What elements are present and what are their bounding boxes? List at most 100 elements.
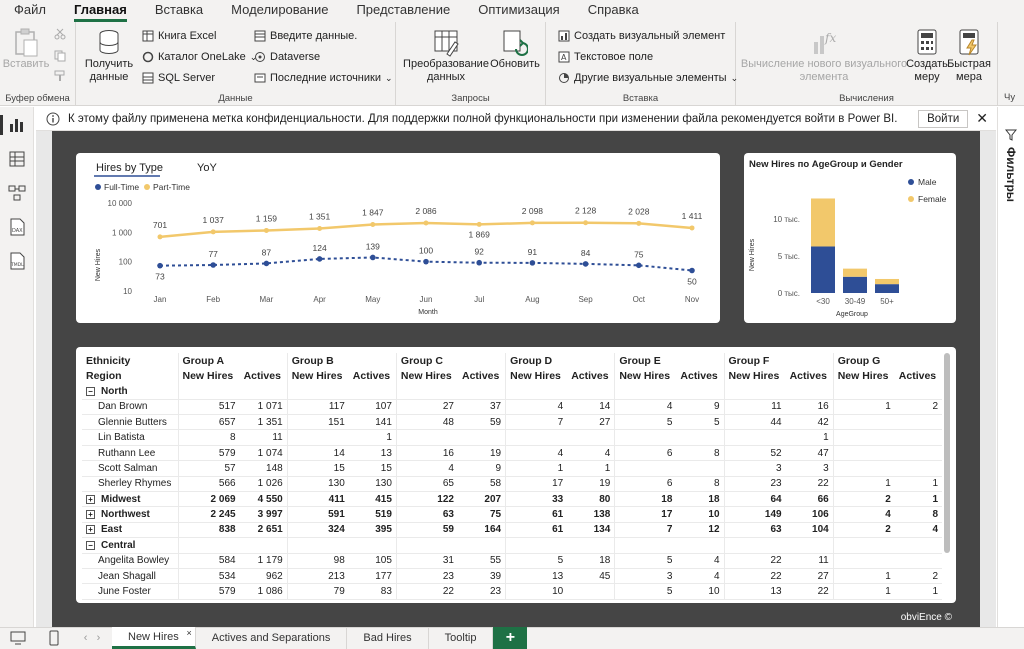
bar-female-segment[interactable] — [843, 268, 867, 277]
sql-server-button[interactable]: SQL Server — [142, 72, 215, 84]
measure-header[interactable]: New Hires — [723, 368, 786, 384]
excel-workbook-button[interactable]: Книга Excel — [142, 30, 216, 42]
menu-home[interactable]: Главная — [73, 0, 127, 22]
tab-yoy[interactable]: YoY — [197, 162, 217, 174]
bar-male-segment[interactable] — [875, 284, 899, 293]
part-time-point[interactable] — [317, 226, 323, 232]
bar-male-segment[interactable] — [811, 246, 835, 293]
menu-view[interactable]: Представление — [356, 2, 451, 17]
part-time-point[interactable] — [263, 227, 269, 233]
collapse-icon[interactable]: − — [86, 540, 95, 550]
group-header[interactable]: Group C — [395, 353, 506, 369]
report-view-button[interactable] — [0, 115, 27, 135]
menu-file[interactable]: Файл — [14, 2, 46, 17]
close-icon[interactable]: ✕ — [976, 110, 988, 126]
dax-query-view-button[interactable]: DAX — [7, 217, 27, 237]
full-time-point[interactable] — [370, 254, 376, 261]
ethnicity-header[interactable]: Ethnicity — [86, 354, 131, 367]
row-label[interactable]: − North — [82, 383, 178, 400]
part-time-point[interactable] — [689, 225, 695, 231]
desktop-layout-button[interactable] — [0, 627, 36, 649]
new-measure-button[interactable]: Создать меру — [906, 28, 948, 84]
tab-tooltip[interactable]: Tooltip — [429, 627, 494, 649]
full-time-point[interactable] — [263, 260, 270, 267]
measure-header[interactable]: New Hires — [286, 368, 349, 384]
add-page-button[interactable]: + — [493, 627, 528, 649]
new-visual-button[interactable]: Создать визуальный элемент — [558, 30, 725, 42]
group-header[interactable]: Group A — [177, 353, 288, 369]
measure-header[interactable]: New Hires — [395, 368, 458, 384]
paste-button[interactable]: Вставить — [3, 28, 49, 71]
chevron-left-icon[interactable]: ‹ — [83, 632, 88, 644]
more-visuals-button[interactable]: Другие визуальные элементы ⌄ — [558, 72, 738, 84]
tab-actives-and-separations[interactable]: Actives and Separations — [196, 627, 348, 649]
group-header[interactable]: Group B — [286, 353, 397, 369]
part-time-point[interactable] — [370, 222, 376, 228]
measure-header[interactable]: New Hires — [505, 368, 568, 384]
part-time-point[interactable] — [583, 220, 589, 226]
format-painter-button[interactable] — [54, 70, 66, 82]
filters-pane[interactable]: Фильтры — [997, 107, 1024, 627]
measure-header[interactable]: Actives — [898, 370, 937, 383]
model-view-button[interactable] — [7, 183, 27, 203]
collapse-icon[interactable]: − — [86, 386, 95, 396]
enter-data-button[interactable]: Введите данные. — [254, 30, 357, 42]
part-time-point[interactable] — [157, 234, 163, 240]
row-label[interactable]: + Midwest — [82, 491, 178, 508]
expand-icon[interactable]: + — [86, 525, 95, 535]
group-header[interactable]: Group F — [723, 353, 834, 369]
menu-insert[interactable]: Вставка — [154, 2, 204, 17]
tab-bad-hires[interactable]: Bad Hires — [347, 627, 429, 649]
part-time-point[interactable] — [210, 229, 216, 235]
menu-modeling[interactable]: Моделирование — [231, 2, 329, 17]
row-label[interactable]: + Northwest — [82, 506, 178, 523]
chevron-right-icon[interactable]: › — [96, 632, 101, 644]
full-time-point[interactable] — [316, 256, 323, 262]
new-visual-calculation-button[interactable]: fx Вычисление нового визуального элемент… — [740, 28, 908, 84]
table-view-button[interactable] — [7, 149, 27, 169]
onelake-catalog-button[interactable]: Каталог OneLake ⌄ — [142, 51, 257, 63]
refresh-button[interactable]: Обновить — [490, 28, 540, 71]
group-header[interactable]: Group E — [614, 353, 725, 369]
region-header[interactable]: Region — [86, 370, 122, 383]
expand-icon[interactable]: + — [86, 494, 95, 504]
age-gender-card[interactable]: New Hires по AgeGroup и Gender Male Fema… — [744, 153, 956, 323]
row-label[interactable]: − Central — [82, 537, 178, 554]
sign-in-button[interactable]: Войти — [918, 109, 969, 128]
full-time-point[interactable] — [157, 262, 163, 269]
tmdl-view-button[interactable]: TMDL — [7, 251, 27, 271]
text-box-button[interactable]: A Текстовое поле — [558, 51, 653, 63]
tab-hires-by-type[interactable]: Hires by Type — [96, 162, 163, 174]
group-header[interactable]: Group D — [505, 353, 615, 369]
bar-female-segment[interactable] — [811, 198, 835, 247]
full-time-point[interactable] — [689, 267, 695, 274]
measure-header[interactable]: Actives — [243, 370, 281, 383]
group-header[interactable]: Group G — [832, 353, 942, 369]
get-data-button[interactable]: Получить данные — [84, 28, 134, 84]
expand-icon[interactable]: + — [86, 509, 95, 519]
hires-by-type-card[interactable]: Hires by Type YoY Full-Time Part-Time Ne… — [76, 153, 720, 323]
matrix-scrollbar[interactable] — [944, 353, 950, 553]
measure-header[interactable]: Actives — [461, 370, 500, 383]
measure-header[interactable]: New Hires — [614, 368, 677, 384]
full-time-point[interactable] — [476, 259, 483, 266]
close-icon[interactable]: × — [186, 628, 192, 638]
measure-header[interactable]: Actives — [352, 370, 391, 383]
cut-button[interactable] — [54, 28, 66, 40]
menu-optimize[interactable]: Оптимизация — [478, 2, 560, 17]
full-time-point[interactable] — [636, 262, 642, 269]
measure-header[interactable]: Actives — [571, 370, 609, 383]
full-time-point[interactable] — [582, 261, 589, 267]
menu-help[interactable]: Справка — [587, 2, 639, 17]
bar-male-segment[interactable] — [843, 276, 867, 293]
part-time-point[interactable] — [476, 221, 482, 227]
row-label[interactable]: + East — [82, 522, 178, 539]
recent-sources-button[interactable]: Последние источники ⌄ — [254, 72, 393, 84]
hires-matrix-card[interactable]: Ethnicity Group A Group B Group C Group D Gro… — [76, 347, 956, 603]
measure-header[interactable]: New Hires — [832, 368, 895, 384]
quick-measure-button[interactable]: Быстрая мера — [947, 28, 991, 84]
measure-header[interactable]: Actives — [680, 370, 718, 383]
full-time-point[interactable] — [423, 258, 429, 265]
tab-scroll-arrows[interactable]: ‹ › — [72, 627, 112, 649]
part-time-point[interactable] — [529, 220, 535, 226]
